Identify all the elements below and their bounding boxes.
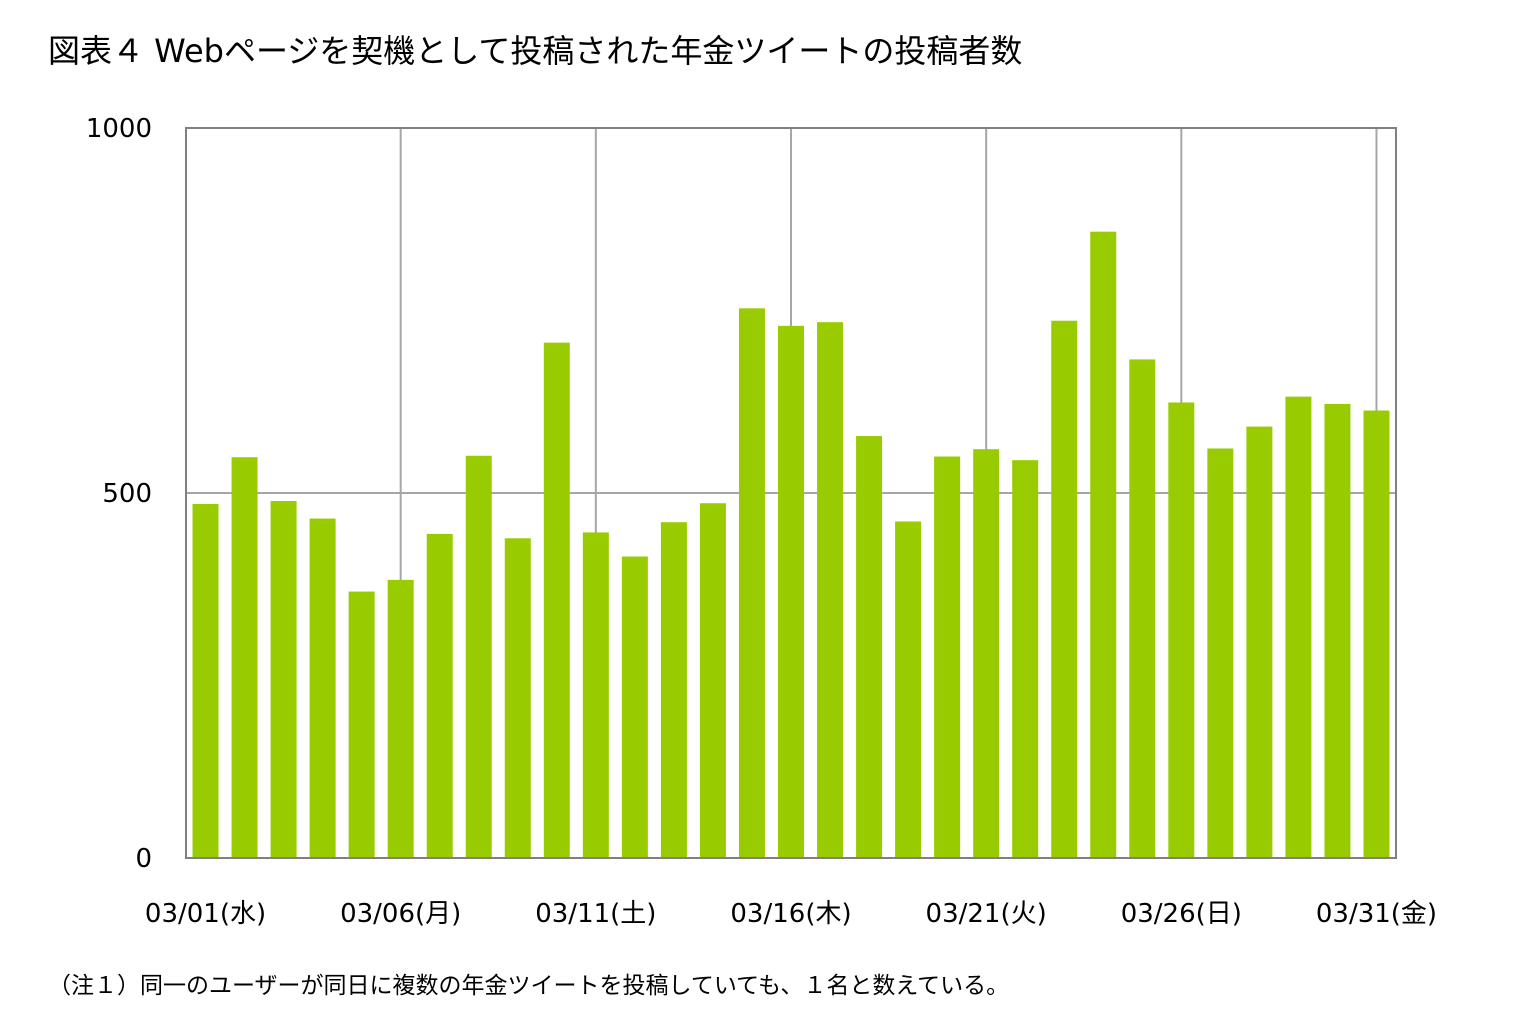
bar bbox=[660, 522, 687, 858]
bar bbox=[270, 501, 297, 858]
bar bbox=[973, 449, 1000, 858]
bar bbox=[1129, 359, 1156, 858]
bar bbox=[1090, 231, 1117, 858]
x-axis-ticks: 03/01(水) 03/06(月) 03/11(土) 03/16(木) 03/21(火)… bbox=[145, 899, 1437, 929]
bar bbox=[1207, 448, 1234, 858]
bar bbox=[504, 538, 531, 858]
x-tick-label: 03/21(火) bbox=[926, 899, 1047, 929]
bar bbox=[231, 457, 258, 858]
bar bbox=[1012, 460, 1039, 858]
y-tick-label: 500 bbox=[102, 479, 152, 509]
x-tick-label: 03/01(水) bbox=[145, 899, 266, 929]
x-tick-label: 03/16(木) bbox=[730, 899, 851, 929]
bar bbox=[934, 456, 961, 858]
x-tick-label: 03/11(土) bbox=[535, 899, 656, 929]
bar bbox=[1363, 410, 1390, 858]
bar bbox=[465, 455, 492, 858]
chart-title: 図表４ Webページを契機として投稿された年金ツイートの投稿者数 bbox=[48, 32, 1023, 70]
bar bbox=[699, 503, 726, 858]
bar bbox=[778, 325, 804, 859]
y-tick-label: 1000 bbox=[86, 114, 152, 144]
bar bbox=[543, 342, 570, 858]
y-tick-label: 0 bbox=[135, 844, 152, 874]
bar bbox=[426, 533, 453, 858]
bar bbox=[1285, 396, 1312, 858]
plot-frame bbox=[185, 127, 1397, 859]
footnote: （注１）同一のユーザーが同日に複数の年金ツイートを投稿していても、１名と数えてい… bbox=[48, 973, 1010, 999]
x-tick-label: 03/06(月) bbox=[340, 899, 461, 929]
bar bbox=[621, 556, 648, 858]
bar bbox=[582, 532, 609, 858]
bar bbox=[1168, 402, 1195, 858]
bars bbox=[192, 231, 1390, 859]
bar bbox=[1051, 320, 1078, 859]
bar bbox=[895, 521, 922, 858]
bar bbox=[387, 579, 414, 858]
x-tick-label: 03/26(日) bbox=[1121, 899, 1242, 929]
bar bbox=[1246, 426, 1273, 858]
bar bbox=[1324, 403, 1351, 858]
y-axis-ticks: 0 500 1000 bbox=[86, 114, 152, 874]
bar bbox=[348, 591, 375, 858]
bar bbox=[738, 308, 765, 858]
bar bbox=[309, 518, 336, 858]
bar bbox=[817, 322, 844, 858]
x-tick-label: 03/31(金) bbox=[1316, 899, 1437, 929]
bar bbox=[856, 436, 883, 858]
bar bbox=[192, 503, 219, 858]
